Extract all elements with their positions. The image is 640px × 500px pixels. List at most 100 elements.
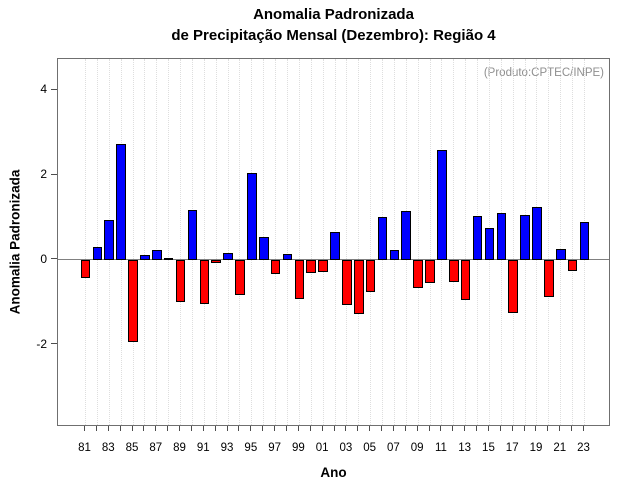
x-tick: [547, 426, 549, 431]
x-tick: [226, 426, 228, 431]
bar-94: [235, 259, 245, 295]
y-tick-label: -2: [36, 336, 47, 351]
bar-86: [140, 254, 150, 260]
x-tick-label: 17: [505, 442, 519, 454]
chart-title-line1: Anomalia Padronizada: [253, 6, 414, 23]
bar-07: [389, 250, 400, 260]
x-tick-label: 07: [386, 442, 400, 454]
x-tick: [274, 426, 276, 431]
bar-92: [211, 259, 221, 263]
bar-11: [437, 149, 447, 260]
x-tick-label: 85: [125, 442, 139, 454]
gridline: [180, 59, 182, 425]
x-tick: [214, 426, 216, 431]
gridline: [215, 59, 217, 425]
bar-20: [544, 259, 554, 297]
gridline: [453, 59, 455, 425]
gridline: [560, 59, 562, 425]
x-tick-label: 89: [173, 442, 186, 454]
bar-19: [532, 206, 542, 260]
gridline: [346, 59, 348, 425]
bar-97: [270, 259, 281, 275]
x-tick: [190, 426, 192, 431]
gridline: [144, 59, 146, 425]
gridline: [429, 59, 431, 425]
gridline: [322, 59, 324, 425]
bar-05: [365, 259, 376, 292]
plot-area: (Produto:CPTEC/INPE): [57, 58, 610, 426]
bar-96: [258, 236, 269, 260]
x-tick: [523, 426, 525, 431]
bar-98: [282, 254, 293, 260]
x-tick: [143, 426, 145, 431]
bar-08: [401, 211, 412, 260]
gridline: [239, 59, 241, 425]
x-tick: [452, 426, 454, 431]
bar-82: [92, 246, 103, 260]
x-tick: [440, 426, 442, 431]
x-tick: [155, 426, 157, 431]
x-tick: [571, 426, 573, 431]
gridline: [370, 59, 372, 425]
x-tick: [131, 426, 133, 431]
gridline: [358, 59, 360, 425]
x-tick: [487, 426, 489, 431]
bar-84: [116, 144, 126, 260]
gridline: [132, 59, 134, 425]
x-tick: [84, 426, 85, 431]
x-tick: [285, 426, 287, 431]
chart-title: Anomalia Padronizada de Precipitação Men…: [57, 4, 610, 46]
x-tick: [333, 426, 335, 431]
x-tick: [559, 426, 561, 431]
gridline: [393, 59, 395, 425]
x-tick: [535, 426, 537, 431]
bar-99: [294, 259, 305, 299]
bar-87: [151, 249, 162, 260]
bar-09: [413, 259, 423, 289]
x-tick: [179, 426, 181, 431]
gridline: [227, 59, 229, 425]
x-tick: [297, 426, 299, 431]
x-tick-label: 01: [315, 442, 329, 454]
x-tick-label: 15: [482, 442, 495, 454]
x-tick: [345, 426, 347, 431]
x-tick-label: 03: [339, 442, 353, 454]
y-tick: [51, 258, 57, 260]
x-tick: [262, 426, 264, 431]
bar-12: [449, 259, 459, 282]
bar-06: [377, 216, 388, 260]
x-tick: [167, 426, 169, 431]
x-tick: [381, 426, 383, 431]
x-tick-label: 95: [244, 442, 258, 454]
x-tick: [95, 426, 97, 431]
y-tick-label: 0: [40, 251, 47, 266]
x-tick-label: 83: [101, 442, 115, 454]
y-tick: [51, 343, 57, 345]
source-annotation: (Produto:CPTEC/INPE): [483, 67, 604, 79]
x-tick: [511, 426, 513, 431]
x-tick: [416, 426, 418, 431]
gridline: [298, 59, 300, 425]
x-tick: [321, 426, 323, 431]
bar-16: [496, 212, 507, 260]
gridline: [203, 59, 205, 425]
bar-04: [353, 259, 364, 315]
bar-00: [306, 259, 317, 274]
gridline: [548, 59, 550, 425]
bar-13: [460, 259, 471, 300]
x-tick: [428, 426, 430, 431]
bar-91: [199, 259, 210, 305]
zero-line: [58, 259, 609, 261]
gridline: [572, 59, 574, 425]
x-tick: [583, 426, 584, 431]
x-tick-label: 09: [410, 442, 424, 454]
x-tick-label: 87: [149, 442, 163, 454]
x-tick: [107, 426, 109, 431]
x-tick-label: 21: [553, 442, 567, 454]
x-tick: [499, 426, 501, 431]
y-tick: [51, 173, 57, 175]
x-tick-label: 23: [577, 442, 590, 454]
bar-89: [175, 259, 186, 302]
x-tick: [119, 426, 121, 431]
